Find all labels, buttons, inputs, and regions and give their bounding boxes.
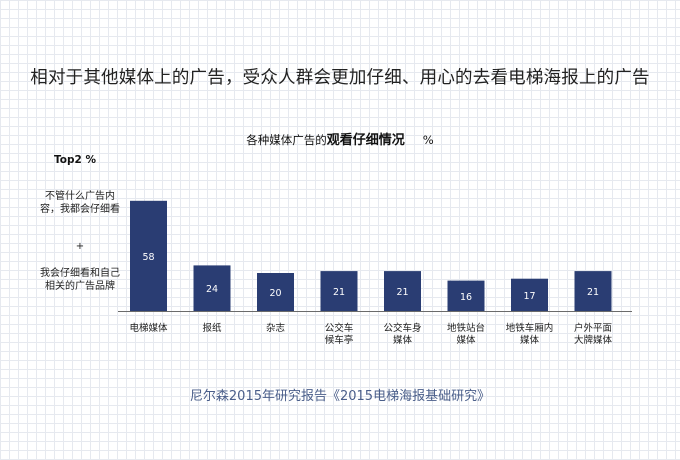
note-plus: + — [75, 241, 85, 252]
chart-title-prefix: 各种媒体广告的 — [246, 133, 327, 147]
note-line2: 我会仔细看和自己相关的广告品牌 — [40, 268, 120, 292]
category-label: 媒体 — [393, 334, 413, 346]
chart-title: 各种媒体广告的观看仔细情况% — [0, 129, 680, 148]
bar-value-label: 24 — [206, 284, 218, 295]
bar-value-label: 17 — [523, 291, 535, 302]
chart-title-bold: 观看仔细情况 — [326, 133, 405, 148]
bar — [574, 271, 612, 311]
source-citation: 尼尔森2015年研究报告《2015电梯海报基础研究》 — [189, 389, 491, 404]
top2-label: Top2 % — [54, 154, 96, 166]
bar — [130, 200, 167, 311]
category-label: 地铁车厢内 — [506, 322, 554, 334]
bar-value-label: 21 — [333, 287, 345, 298]
slide-title: 相对于其他媒体上的广告，受众人群会更加仔细、用心的去看电梯海报上的广告 — [30, 68, 650, 88]
category-label: 媒体 — [456, 334, 476, 346]
category-label: 候车亭 — [325, 334, 354, 346]
bar-value-label: 16 — [460, 292, 472, 303]
bar-value-label: 20 — [269, 288, 281, 299]
bar — [320, 271, 358, 311]
category-label: 公交车 — [325, 322, 354, 334]
chart-title-unit: % — [422, 133, 434, 147]
category-label: 地铁站台 — [447, 322, 485, 334]
bar — [447, 280, 485, 311]
category-label: 户外平面 — [574, 322, 612, 334]
category-label: 公交车身 — [383, 322, 421, 334]
bar-value-label: 21 — [587, 287, 599, 298]
bar — [257, 273, 294, 311]
category-label: 媒体 — [520, 334, 540, 346]
category-label: 杂志 — [266, 322, 285, 334]
bar — [193, 265, 231, 311]
category-label: 电梯媒体 — [129, 322, 168, 334]
note-line1: 不管什么广告内容，我都会仔细看 — [40, 191, 120, 215]
bar — [511, 278, 548, 311]
category-label: 大牌媒体 — [574, 334, 613, 346]
bar — [384, 271, 421, 311]
category-label: 报纸 — [202, 322, 222, 334]
bar-value-label: 21 — [396, 287, 408, 298]
bar-value-label: 58 — [142, 252, 154, 263]
